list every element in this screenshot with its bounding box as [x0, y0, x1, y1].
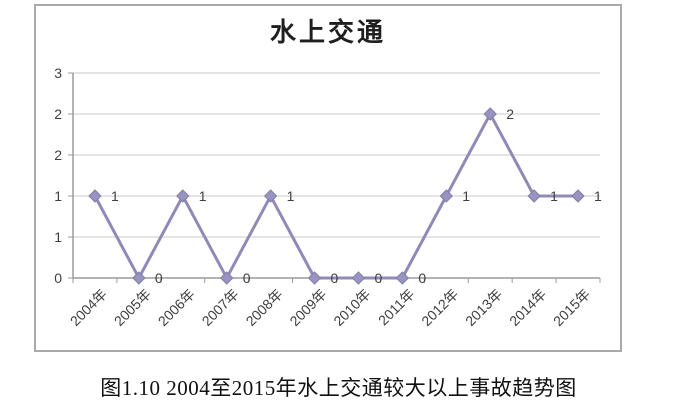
figure-caption: 图1.10 2004至2015年水上交通较大以上事故趋势图: [100, 376, 577, 400]
x-tick-label: 2006年: [155, 286, 198, 329]
chart-title: 水上交通: [269, 18, 386, 47]
data-label: 1: [462, 188, 470, 204]
data-label: 2: [506, 106, 514, 122]
y-tick-label: 3: [54, 65, 62, 81]
y-tick-label: 2: [54, 106, 62, 122]
x-tick-label: 2004年: [67, 286, 110, 329]
y-tick-label: 2: [54, 147, 62, 163]
data-point-marker: [307, 271, 322, 285]
data-point-marker: [571, 189, 585, 203]
data-label: 0: [155, 270, 163, 286]
x-tick-label: 2010年: [330, 286, 373, 329]
data-label: 1: [111, 188, 119, 204]
y-tick-label: 1: [54, 229, 62, 245]
data-point-marker: [395, 271, 410, 285]
data-label: 0: [418, 270, 426, 286]
x-tick-label: 2008年: [243, 286, 286, 329]
data-point-marker: [351, 271, 366, 285]
chart-frame: 水上交通 0 1 1 2 2 3 2004年 2005年 2006年 2007年 2008年 2009…: [34, 4, 622, 352]
y-tick-label: 0: [54, 270, 62, 286]
data-point-marker: [220, 271, 234, 285]
data-label: 0: [331, 270, 339, 286]
x-tick-label: 2013年: [462, 286, 505, 329]
data-label: 0: [243, 270, 251, 286]
data-point-marker: [88, 189, 102, 203]
x-tick-label: 2011年: [375, 286, 418, 329]
data-label: 1: [287, 188, 295, 204]
trend-line: [93, 110, 579, 282]
data-label: 0: [374, 270, 382, 286]
x-tick-label: 2015年: [550, 286, 593, 329]
y-tick-label: 1: [54, 188, 62, 204]
data-label: 1: [199, 188, 207, 204]
data-point-marker: [263, 189, 278, 203]
data-point-marker: [176, 189, 190, 203]
data-point-marker: [439, 189, 453, 203]
data-point-marker: [527, 189, 541, 203]
data-point-marker: [132, 271, 146, 285]
x-tick-label: 2007年: [199, 286, 242, 329]
data-label: 1: [594, 188, 602, 204]
x-tick-label: 2012年: [418, 286, 461, 329]
data-point-marker: [483, 107, 497, 121]
x-tick-label: 2014年: [506, 286, 549, 329]
x-tick-label: 2005年: [111, 286, 154, 329]
data-label: 1: [550, 188, 558, 204]
x-tick-label: 2009年: [286, 286, 329, 329]
